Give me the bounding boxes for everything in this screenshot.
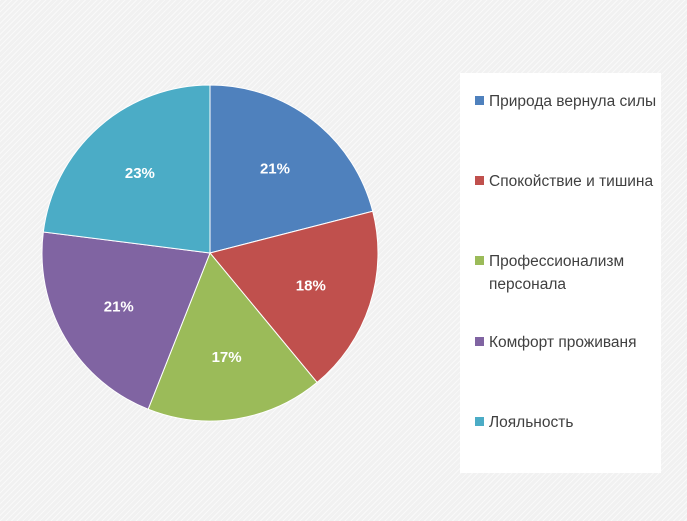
legend-item: Спокойствие и тишина (475, 170, 657, 193)
data-label: 17% (212, 349, 242, 366)
legend-swatch (475, 337, 484, 346)
legend-label: Лояльность (489, 414, 574, 431)
pie-slice (41, 231, 211, 410)
legend-item: Лояльность (475, 411, 657, 434)
legend-label: Комфорт проживаня (489, 334, 637, 351)
pie-slice (209, 210, 379, 384)
legend-swatch (475, 417, 484, 426)
pie-chart: 21% 18% 17% 21% 23% (41, 84, 379, 422)
legend-swatch (475, 176, 484, 185)
data-label: 18% (296, 277, 326, 294)
legend-item: Природа вернула силы (475, 90, 657, 113)
legend-label: Спокойствие и тишина (489, 173, 654, 190)
legend-swatch (475, 256, 484, 265)
pie-slice (42, 84, 211, 254)
pie-slice (147, 252, 318, 422)
legend-item: Профессионализм персонала (475, 250, 657, 296)
data-label: 21% (104, 298, 134, 315)
legend-swatch (475, 96, 484, 105)
legend-item: Комфорт проживаня (475, 331, 657, 354)
legend: Природа вернула силы Спокойствие и тишин… (460, 73, 661, 473)
legend-label: Природа вернула силы (489, 93, 657, 110)
legend-label: Профессионализм персонала (489, 253, 625, 293)
pie-slice (209, 84, 374, 254)
data-label: 23% (125, 165, 155, 182)
data-label: 21% (260, 161, 290, 178)
pie-chart-svg: 21% 18% 17% 21% 23% (41, 84, 379, 422)
